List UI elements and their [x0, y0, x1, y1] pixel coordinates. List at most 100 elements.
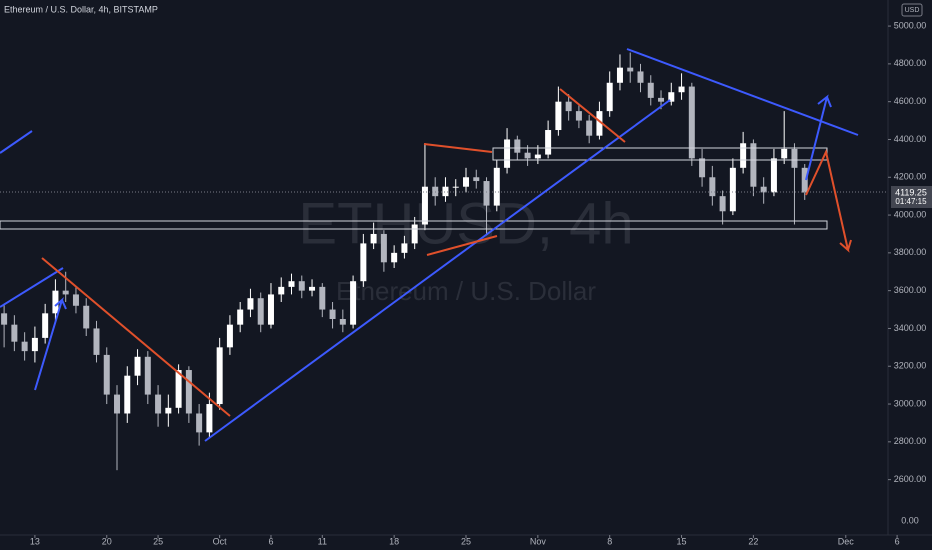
last-price: 4119.25	[895, 187, 927, 197]
candle-body	[709, 177, 716, 197]
candle-body	[267, 294, 274, 325]
candle-body	[647, 82, 654, 98]
candle-body	[319, 286, 326, 310]
candle-body	[257, 298, 264, 325]
candle-body	[155, 394, 162, 414]
drawings	[0, 48, 859, 442]
zone-box	[0, 220, 828, 230]
last-price-box	[891, 186, 932, 208]
candle-body	[360, 243, 367, 282]
candle-body	[493, 167, 500, 206]
candle-body	[11, 324, 18, 342]
trend-line	[204, 99, 671, 442]
candle-body	[463, 177, 469, 187]
candle-body	[555, 101, 562, 131]
candles	[1, 52, 808, 471]
candle-body	[750, 143, 757, 187]
candle-body	[791, 148, 798, 168]
x-tick-label: 6	[268, 536, 273, 546]
candle-body	[298, 281, 305, 291]
candle-body	[278, 286, 285, 295]
candle-body	[545, 130, 552, 155]
trend-line	[559, 88, 626, 143]
candle-body	[21, 341, 28, 352]
candle-body	[247, 298, 254, 310]
candle-body	[288, 281, 295, 287]
candle-body	[411, 224, 418, 244]
candle-body	[391, 252, 398, 263]
candle-body	[678, 86, 685, 93]
candle-body	[473, 177, 480, 182]
candle-body	[606, 82, 613, 112]
x-tick-label: 13	[30, 536, 40, 546]
candle-body	[514, 139, 521, 153]
axes: 5000.00 4800.00 4600.00 4400.00 4200.00 4000.…	[30, 20, 926, 546]
candle-body	[124, 375, 131, 414]
candle-body	[185, 370, 192, 414]
candle-body	[93, 328, 100, 355]
currency[interactable]: USD	[905, 7, 920, 14]
y-tick-label: 5000.00	[894, 20, 927, 30]
watermark-subtitle: Ethereum / U.S. Dollar	[336, 276, 596, 306]
x-tick-label: 25	[153, 536, 163, 546]
candle-body	[31, 337, 38, 352]
countdown: 01:47:15	[895, 197, 927, 206]
y-tick-label: 4400.00	[894, 134, 927, 144]
candle-body	[370, 233, 377, 244]
candle-body	[688, 86, 695, 159]
candle-body	[237, 309, 244, 325]
y-tick-label: 2600.00	[894, 474, 927, 484]
candle-body	[627, 67, 634, 72]
candle-body	[699, 158, 706, 178]
watermark: ETHUSD, 4h	[298, 191, 633, 256]
candle-body	[668, 92, 675, 102]
candle-body	[565, 101, 572, 112]
candle-body	[575, 111, 582, 121]
candle-body	[729, 167, 736, 212]
x-tick-label: Oct	[213, 536, 228, 546]
x-tick-label: 15	[677, 536, 687, 546]
candle-body	[103, 354, 110, 395]
arrow	[805, 94, 832, 181]
candle-body	[534, 154, 541, 159]
y-tick-label: 3400.00	[894, 323, 927, 333]
price-axis	[888, 0, 932, 550]
y-tick-label: 3600.00	[894, 285, 927, 295]
trend-line	[423, 143, 493, 153]
candle-body	[504, 139, 511, 168]
candle-body	[196, 413, 203, 433]
candle-body	[616, 67, 623, 83]
candle-body	[442, 186, 449, 197]
candle-body	[1, 313, 8, 325]
trend-line	[0, 267, 64, 308]
y-tick-label: 3000.00	[894, 398, 927, 408]
candle-body	[421, 186, 428, 225]
candle-body	[801, 167, 808, 193]
candle-body	[719, 196, 726, 212]
candle-body	[165, 407, 172, 414]
x-tick-label: 18	[389, 536, 399, 546]
x-tick-label: 6	[895, 536, 900, 546]
candle-body	[401, 243, 408, 253]
y-tick-label: 4000.00	[894, 209, 927, 219]
candle-body	[483, 181, 490, 206]
trend-line	[626, 48, 859, 136]
candle-body	[134, 356, 141, 376]
blue-lines	[0, 48, 859, 442]
candle-body	[114, 394, 121, 414]
trend-line	[426, 235, 498, 256]
y-tick-label: 2800.00	[894, 436, 927, 446]
chart-title: Ethereum / U.S. Dollar, 4h, BITSTAMP	[4, 4, 158, 14]
candle-body	[740, 143, 747, 168]
y-tick-label: 4600.00	[894, 96, 927, 106]
x-tick-label: 25	[461, 536, 471, 546]
candle-body	[637, 71, 644, 83]
candle-body	[309, 286, 316, 291]
currency-box[interactable]	[901, 3, 923, 17]
candle-body	[770, 158, 777, 193]
arrow	[805, 148, 852, 253]
trend-line	[0, 130, 33, 154]
candle-body	[339, 318, 346, 325]
bottom-pane-label: 0.00	[901, 515, 919, 525]
